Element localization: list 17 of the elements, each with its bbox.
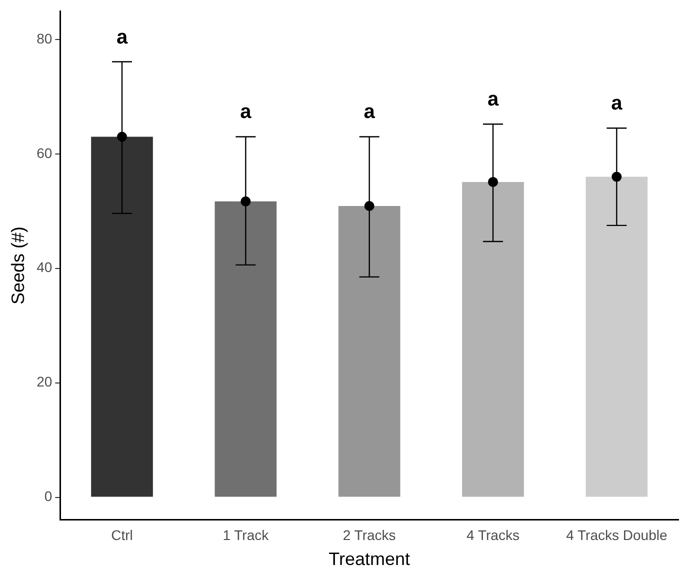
y-tick-label: 60 [36, 144, 52, 161]
annotation: a [240, 101, 252, 124]
y-tick-label: 40 [36, 259, 52, 276]
x-tick-label: 4 Tracks Double [566, 526, 668, 543]
x-tick-label: 2 Tracks [342, 526, 396, 543]
y-axis-title: Seeds (#) [8, 226, 28, 305]
x-tick-label: 4 Tracks [466, 526, 520, 543]
annotation: a [364, 101, 376, 124]
annotation: a [611, 92, 624, 115]
y-tick-label: 20 [36, 374, 52, 390]
x-tick-label: Ctrl [111, 526, 133, 543]
y-tick-label: 0 [44, 488, 52, 504]
annotation: a [116, 26, 128, 48]
y-tick-label: 80 [36, 30, 52, 46]
x-tick-label: 1 Track [222, 526, 270, 543]
annotation: a [487, 88, 500, 111]
x-axis-title: Treatment [328, 549, 410, 570]
